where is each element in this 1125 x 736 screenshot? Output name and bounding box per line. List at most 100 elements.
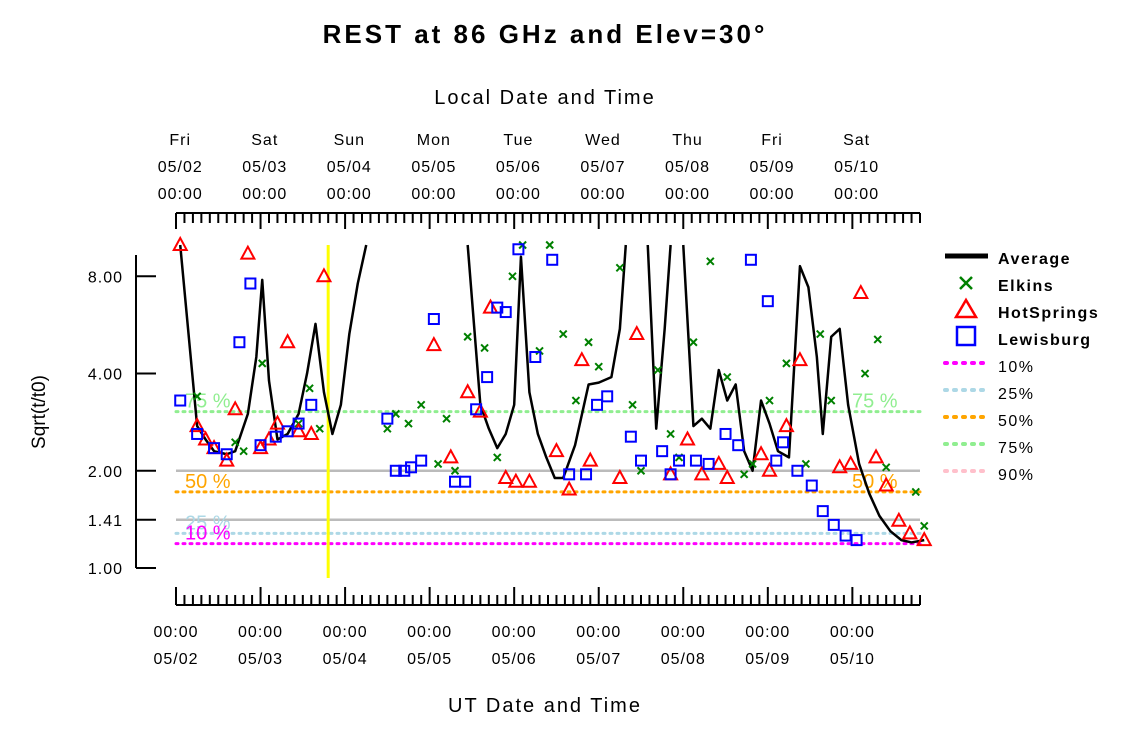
lewisburg-point: [635, 454, 647, 467]
elkins-point: [305, 384, 314, 393]
top-tick-time: 00:00: [242, 186, 287, 203]
bottom-axis-label: UT Date and Time: [448, 695, 642, 717]
elkins-point: [230, 438, 240, 447]
hotsprings-point: [472, 402, 489, 418]
elkins-point: [571, 396, 581, 405]
y-tick-label: 8.00: [88, 269, 123, 286]
lewisburg-point: [664, 468, 677, 481]
lewisburg-point: [481, 371, 494, 384]
lewisburg-point: [624, 430, 637, 443]
elkins-point: [493, 453, 502, 462]
bottom-tick-time: 00:00: [153, 624, 198, 641]
elkins-point: [535, 346, 544, 356]
bottom-tick-time: 00:00: [745, 624, 790, 641]
bottom-tick-date: 05/02: [153, 651, 198, 668]
elkins-point: [748, 459, 757, 469]
lewisburg-point: [827, 518, 840, 531]
top-tick-date: 05/02: [158, 159, 203, 176]
legend-label: HotSprings: [998, 305, 1099, 322]
top-tick-day: Sat: [843, 132, 870, 149]
hotsprings-point: [778, 416, 795, 433]
elkins-point: [689, 338, 698, 347]
y-tick-label: 1.00: [88, 561, 123, 578]
elkins-point: [860, 369, 870, 378]
elkins-point: [433, 459, 443, 469]
lewisburg-point: [529, 351, 542, 364]
bottom-tick-date: 05/04: [323, 651, 368, 668]
hotsprings-point: [497, 468, 514, 484]
hotsprings-point: [719, 468, 736, 484]
lewisburg-point: [816, 505, 829, 518]
hotsprings-point: [901, 524, 919, 540]
top-tick-date: 05/07: [580, 159, 625, 176]
hotsprings-point: [459, 383, 476, 399]
lewisburg-point: [761, 295, 774, 308]
hotsprings-point: [239, 244, 257, 260]
top-tick-date: 05/10: [834, 159, 879, 176]
bottom-tick-date: 05/08: [661, 651, 706, 668]
hotsprings-point: [582, 451, 599, 467]
top-tick-time: 00:00: [834, 186, 879, 203]
legend-label: 10%: [998, 359, 1035, 376]
legend-label: 90%: [998, 467, 1035, 484]
hotsprings-point: [628, 324, 645, 341]
bottom-tick-time: 00:00: [576, 624, 621, 641]
elkins-point: [545, 240, 554, 250]
percentile-label: 25 %: [185, 512, 231, 534]
lewisburg-point: [732, 439, 745, 452]
bottom-tick-time: 00:00: [238, 624, 283, 641]
hotsprings-point: [442, 448, 459, 464]
lewisburg-point: [269, 430, 282, 443]
lewisburg-point: [673, 454, 686, 467]
lewisburg-point: [191, 427, 204, 440]
elkins-point: [480, 343, 489, 353]
top-tick-time: 00:00: [580, 186, 625, 203]
legend-label: 75%: [998, 440, 1035, 457]
top-tick-date: 05/06: [496, 159, 541, 176]
y-tick-label: 2.00: [88, 464, 123, 481]
elkins-point: [628, 400, 637, 410]
top-tick-time: 00:00: [411, 186, 456, 203]
elkins-point: [739, 470, 749, 479]
elkins-point: [383, 424, 392, 433]
elkins-point: [816, 329, 825, 339]
hotsprings-point: [679, 430, 696, 446]
y-tick-label: 4.00: [88, 367, 123, 384]
lewisburg-point: [512, 243, 525, 256]
lewisburg-point: [292, 417, 305, 430]
elkins-point: [315, 424, 324, 433]
lewisburg-point: [174, 394, 187, 407]
lewisburg-point: [689, 454, 702, 467]
lewisburg-point: [850, 534, 863, 547]
bottom-tick-date: 05/10: [830, 651, 875, 668]
hotsprings-point: [710, 454, 727, 470]
lewisburg-point: [233, 336, 246, 349]
bottom-tick-date: 05/03: [238, 651, 283, 668]
elkins-point: [258, 359, 267, 368]
top-tick-date: 05/09: [750, 159, 795, 176]
lewisburg-point: [470, 403, 483, 416]
elkins-point: [615, 263, 625, 273]
elkins-point: [594, 362, 603, 371]
lewisburg-point: [656, 445, 669, 458]
elkins-point: [666, 429, 675, 439]
elkins-point: [391, 409, 401, 419]
elkins-point: [442, 414, 451, 423]
hotsprings-point: [482, 298, 499, 314]
lewisburg-point: [770, 454, 783, 467]
lewisburg-point: [381, 412, 394, 425]
elkins-point: [920, 521, 929, 531]
top-tick-day: Sat: [251, 132, 278, 149]
legend-elkins-swatch: [959, 276, 973, 290]
top-tick-date: 05/05: [411, 159, 456, 176]
lewisburg-point: [580, 468, 593, 481]
lewisburg-point: [244, 277, 257, 290]
lewisburg-point: [744, 253, 757, 266]
hotsprings-point: [752, 445, 770, 461]
top-tick-date: 05/03: [242, 159, 287, 176]
lewisburg-point: [281, 425, 294, 438]
lewisburg-point: [805, 479, 818, 492]
lewisburg-point: [305, 398, 318, 411]
